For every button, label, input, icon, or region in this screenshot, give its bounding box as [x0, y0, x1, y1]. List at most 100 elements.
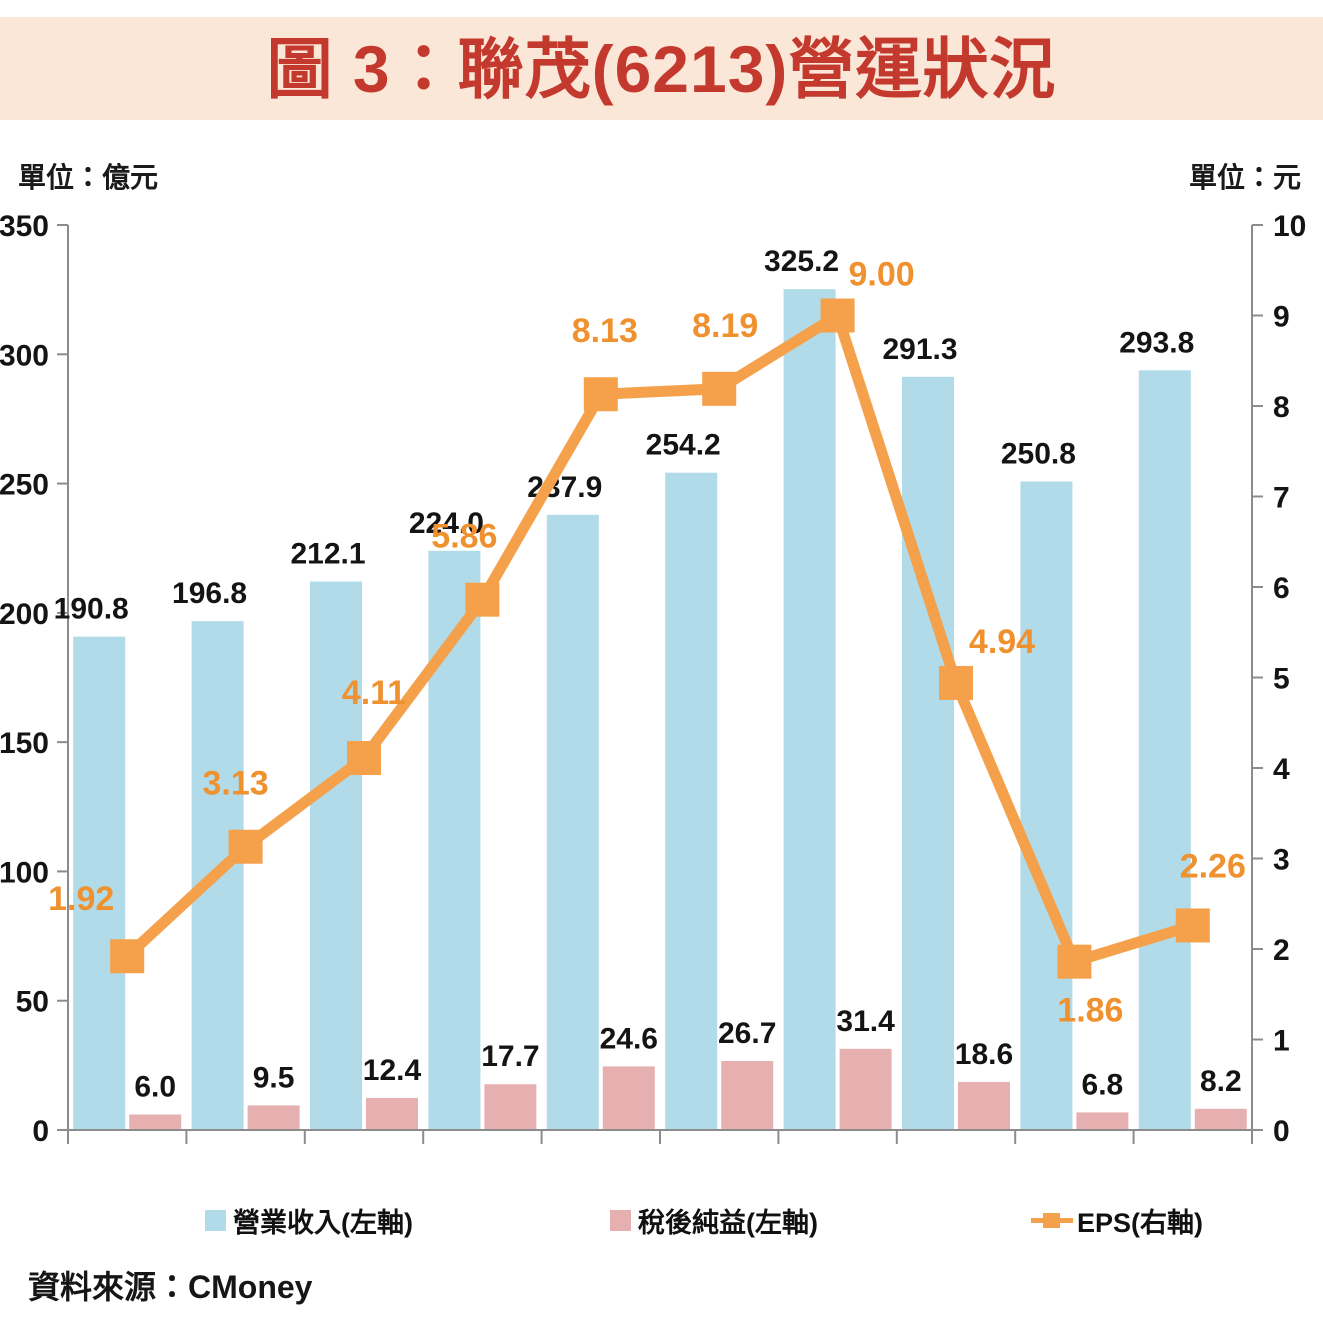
title-banner: 圖 3：聯茂(6213)營運狀況 [0, 17, 1323, 120]
eps-markers [110, 298, 1210, 979]
profit-bar [1076, 1112, 1129, 1130]
profit-bar-label: 18.6 [955, 1038, 1013, 1071]
eps-value-label: 8.13 [572, 312, 638, 350]
eps-value-label: 3.13 [203, 765, 269, 803]
bar-value-labels: 190.86.0196.89.5212.112.4224.017.7237.92… [54, 245, 1242, 1103]
eps-line-marker-icon [1030, 1209, 1073, 1231]
right-axis-tick: 6 [1273, 572, 1290, 605]
eps-value-label: 1.86 [1057, 992, 1123, 1030]
profit-bar-label: 6.8 [1082, 1068, 1124, 1101]
right-axis-unit-label: 單位：元 [1188, 162, 1301, 193]
revenue-bar-label: 291.3 [882, 333, 957, 366]
combo-chart-svg: 0 50 100 150 200 250 300 350 0 1 2 3 4 5 6 7 8 9 10 190.8… [0, 210, 1306, 1145]
profit-bars [129, 1048, 1247, 1130]
left-axis-unit-label: 單位：億元 [18, 162, 159, 193]
legend-item-eps[interactable]: EPS(右軸) [1030, 1201, 1203, 1240]
profit-bar [129, 1114, 182, 1130]
eps-marker [347, 741, 381, 776]
revenue-bar [902, 376, 954, 1130]
revenue-bar-label: 325.2 [764, 245, 839, 278]
legend-item-revenue[interactable]: 營業收入(左軸) [205, 1201, 413, 1240]
profit-bar [839, 1048, 892, 1130]
right-axis-tick: 2 [1273, 934, 1290, 967]
revenue-bar-label: 224.0 [409, 507, 484, 540]
right-axis-tick: 7 [1273, 482, 1290, 515]
revenue-bar [546, 514, 599, 1130]
left-axis-tick: 100 [0, 856, 49, 889]
revenue-bars [73, 289, 1191, 1130]
right-axis-tick: 4 [1273, 753, 1290, 786]
profit-bar-label: 6.0 [134, 1070, 176, 1103]
revenue-bar-label: 293.8 [1119, 326, 1194, 359]
left-axis-tick: 200 [0, 598, 49, 631]
chart-plot-area: 0 50 100 150 200 250 300 350 0 1 2 3 4 5 6 7 8 9 10 190.8… [0, 205, 1323, 1145]
eps-value-label: 2.26 [1180, 847, 1246, 885]
revenue-bar-label: 212.1 [290, 538, 365, 571]
revenue-bar [1138, 370, 1191, 1130]
chart-legend: 營業收入(左軸) 稅後純益(左軸) EPS(右軸) [0, 1198, 1323, 1242]
eps-value-label: 4.11 [342, 674, 406, 712]
revenue-bar [73, 636, 126, 1130]
left-axis-tick: 0 [32, 1115, 49, 1145]
left-axis-tick: 350 [0, 210, 49, 243]
profit-bar-label: 24.6 [600, 1022, 658, 1055]
legend-item-profit[interactable]: 稅後純益(左軸) [609, 1201, 818, 1240]
profit-bar-label: 9.5 [253, 1061, 295, 1094]
revenue-bar [783, 289, 836, 1130]
revenue-swatch-icon [205, 1209, 226, 1231]
right-axis-tick: 5 [1273, 663, 1290, 696]
legend-label-revenue: 營業收入(左軸) [233, 1207, 413, 1238]
right-axis: 0 1 2 3 4 5 6 7 8 9 10 [1251, 210, 1306, 1145]
eps-value-label: 1.92 [48, 880, 114, 918]
right-axis-tick: 8 [1273, 391, 1290, 424]
profit-bar-label: 12.4 [363, 1054, 422, 1087]
legend-label-profit: 稅後純益(左軸) [637, 1207, 818, 1238]
profit-bar [484, 1084, 537, 1130]
right-axis-tick: 1 [1273, 1025, 1290, 1058]
category-axis: 2015201620172018201920202021202220232024 [67, 1129, 1253, 1144]
profit-bar [958, 1081, 1010, 1130]
eps-marker [1175, 908, 1210, 943]
legend-label-eps: EPS(右軸) [1076, 1207, 1203, 1238]
eps-marker [110, 939, 145, 974]
left-axis-tick: 150 [0, 727, 49, 760]
eps-marker [583, 377, 618, 412]
revenue-bar [428, 550, 481, 1130]
profit-bar-label: 31.4 [836, 1005, 895, 1038]
eps-marker [939, 665, 973, 700]
eps-marker [465, 582, 500, 617]
revenue-bar [665, 472, 718, 1130]
eps-value-label: 4.94 [969, 623, 1035, 661]
eps-polyline [123, 307, 1195, 969]
eps-marker [820, 298, 855, 333]
eps-value-label: 8.19 [692, 307, 758, 345]
source-note: 資料來源：CMoney [28, 1269, 313, 1305]
profit-bar-label: 26.7 [718, 1017, 776, 1050]
page-title: 圖 3：聯茂(6213)營運狀況 [266, 31, 1057, 106]
right-axis-tick: 3 [1273, 844, 1290, 877]
left-axis-tick: 300 [0, 339, 49, 372]
eps-value-labels: 1.92 3.13 4.11 5.86 8.13 8.19 9.00 4.94 1.86 2.26 [48, 256, 1246, 1030]
eps-marker [1057, 944, 1092, 979]
profit-bar [366, 1097, 418, 1130]
revenue-bar-label: 190.8 [54, 593, 129, 626]
revenue-bar [1020, 481, 1073, 1130]
revenue-bar-label: 250.8 [1001, 438, 1076, 471]
profit-bar [1194, 1108, 1247, 1130]
revenue-bar [310, 581, 362, 1130]
eps-value-label: 5.86 [431, 518, 497, 556]
eps-line [123, 307, 1195, 969]
profit-bar [602, 1066, 655, 1130]
right-axis-tick: 9 [1273, 301, 1290, 334]
revenue-bar-label: 196.8 [172, 577, 247, 610]
eps-value-label: 9.00 [849, 256, 915, 294]
right-axis-tick: 10 [1273, 210, 1306, 243]
right-axis-tick: 0 [1273, 1115, 1290, 1145]
eps-marker [228, 829, 263, 864]
left-axis-tick: 250 [0, 469, 49, 502]
left-axis: 0 50 100 150 200 250 300 350 [0, 210, 69, 1145]
profit-bar [247, 1105, 300, 1130]
profit-bar-label: 17.7 [481, 1040, 539, 1073]
left-axis-tick: 50 [16, 986, 49, 1019]
revenue-bar-label: 254.2 [646, 429, 721, 462]
